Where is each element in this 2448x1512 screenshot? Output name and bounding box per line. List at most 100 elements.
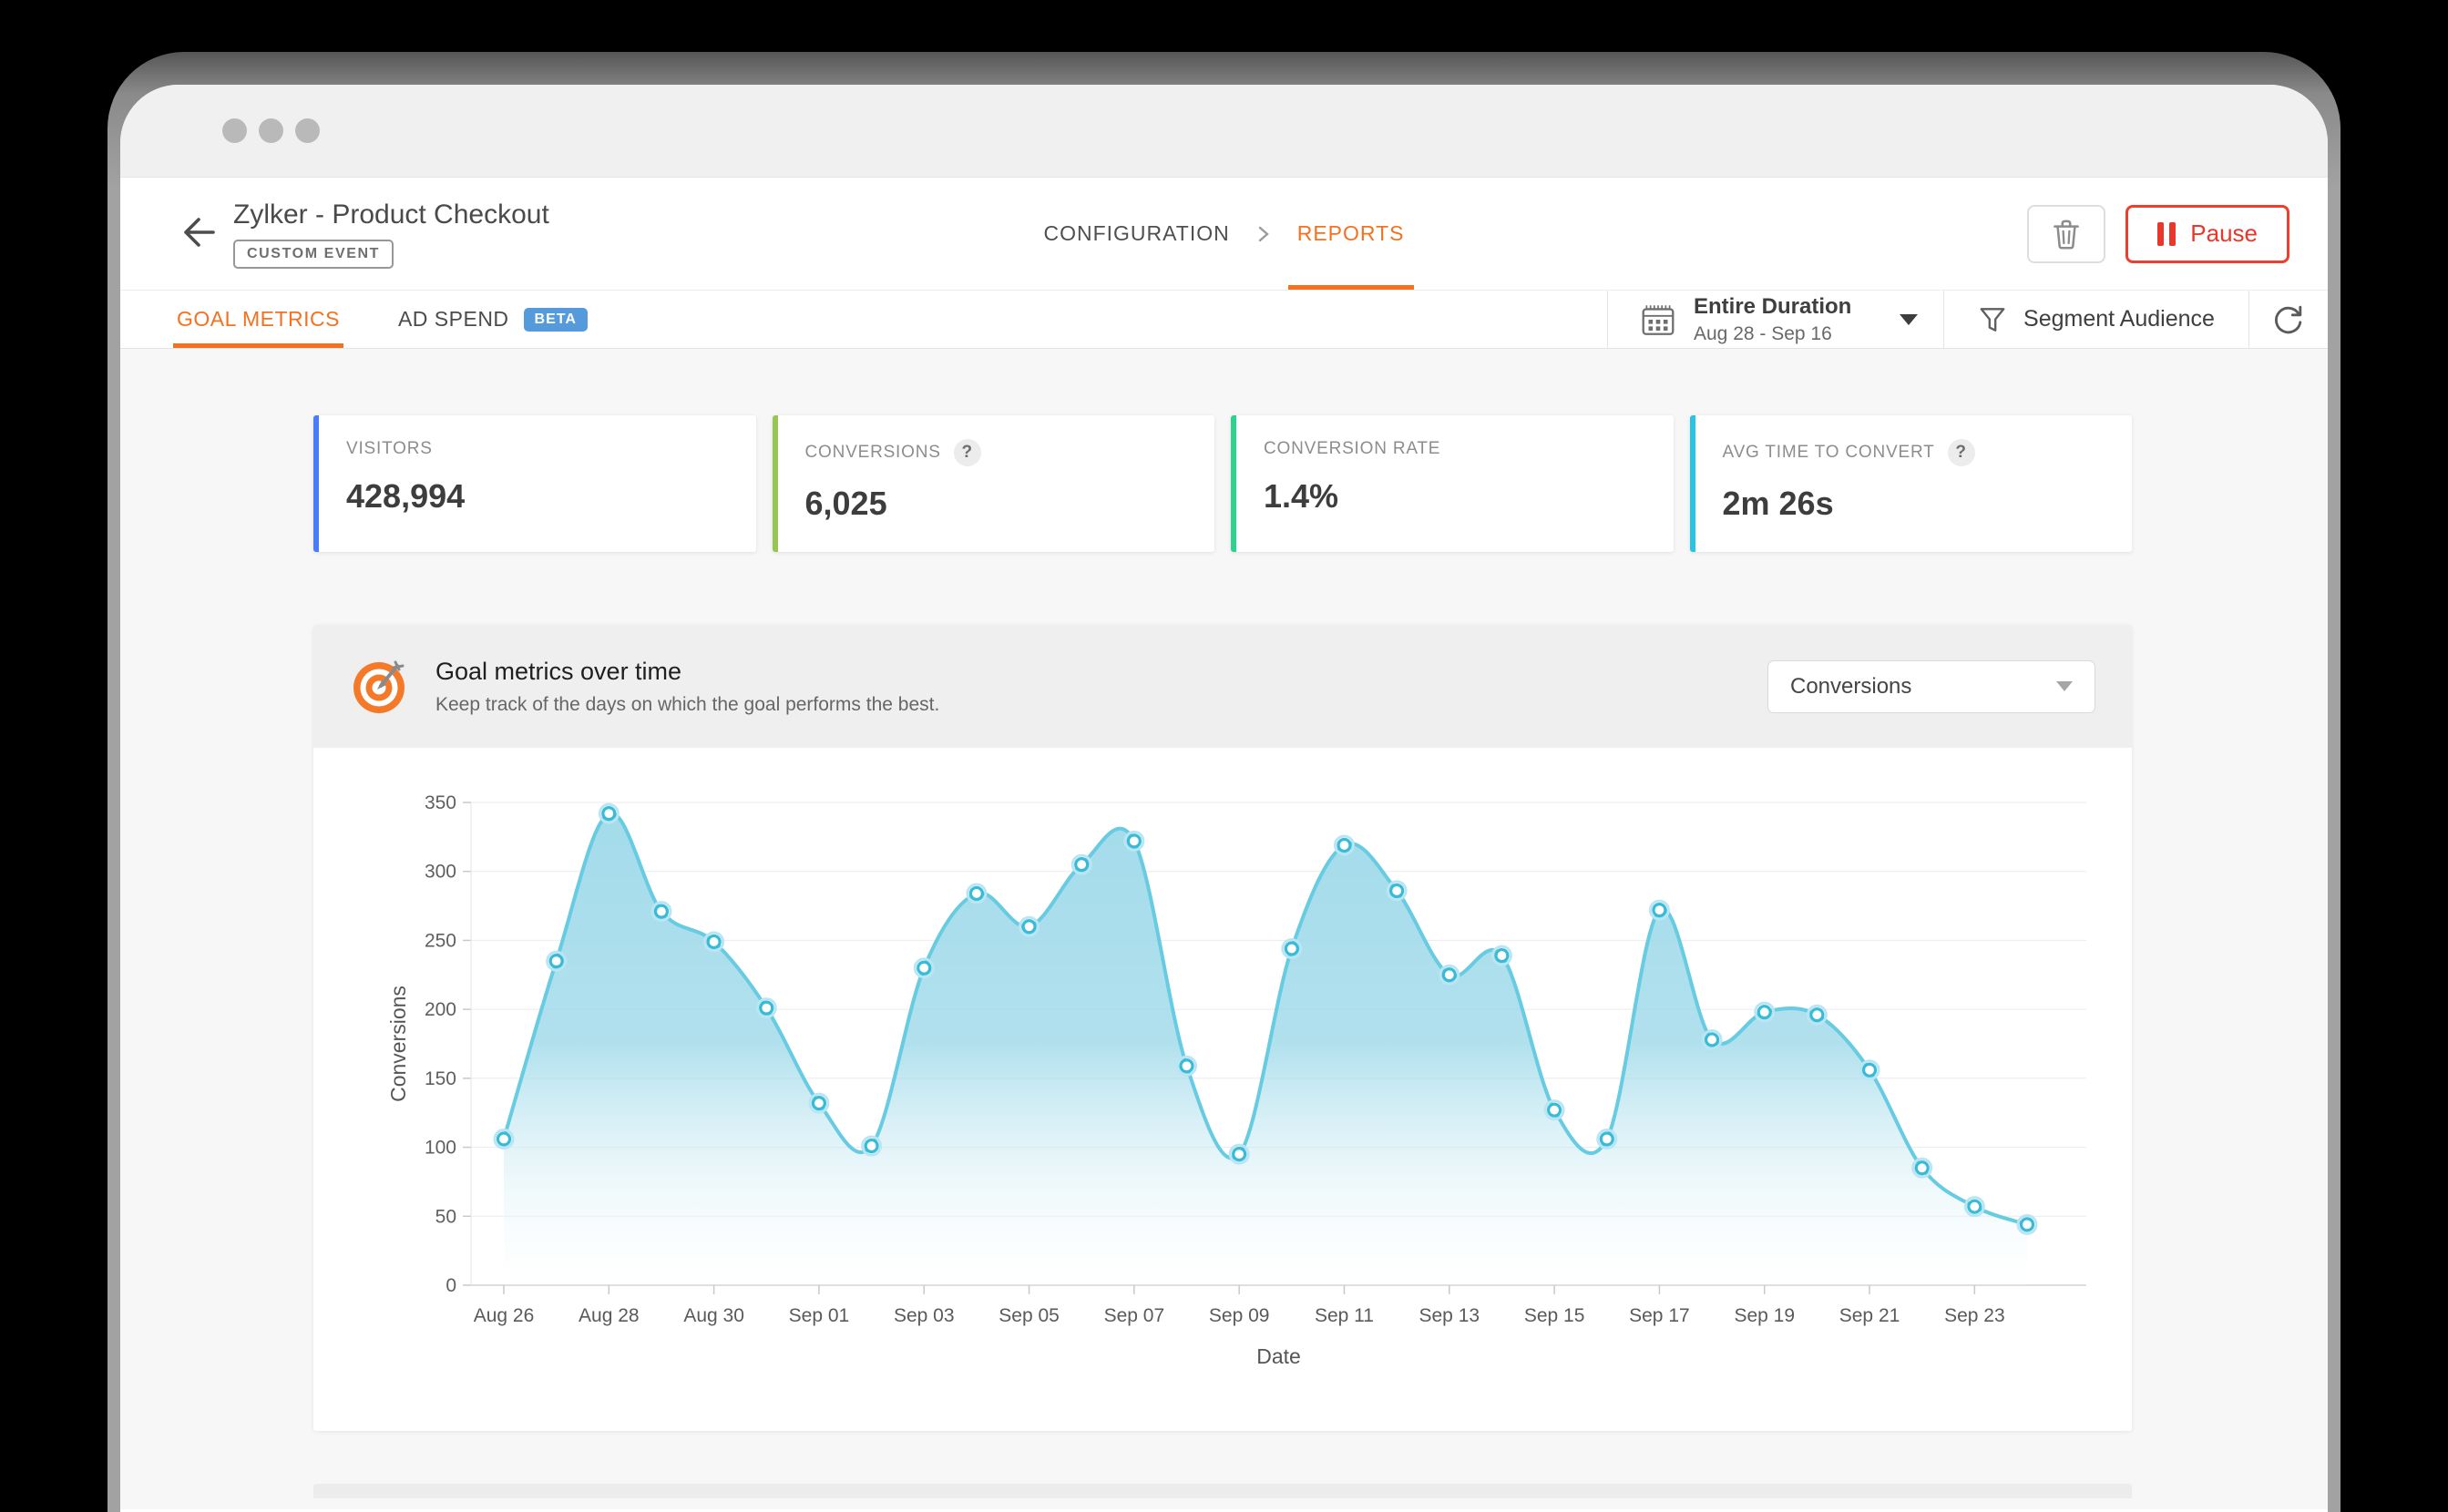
date-range-value: Aug 28 - Sep 16 bbox=[1694, 322, 1832, 344]
refresh-icon bbox=[2275, 305, 2302, 333]
custom-event-badge: CUSTOM EVENT bbox=[233, 239, 394, 269]
segment-audience-label: Segment Audience bbox=[2023, 306, 2215, 332]
metric-card-conversion-rate: CONVERSION RATE 1.4% bbox=[1231, 415, 1674, 552]
goal-metrics-title: Goal metrics over time bbox=[435, 657, 682, 685]
metric-value: 2m 26s bbox=[1722, 485, 1834, 522]
device-frame: Zylker - Product Checkout CUSTOM EVENT C… bbox=[108, 52, 2340, 1512]
metric-card-conversions: CONVERSIONS ? 6,025 bbox=[772, 415, 1214, 552]
tab-goal-metrics-label: GOAL METRICS bbox=[177, 307, 340, 331]
goal-metrics-text: Goal metrics over time Keep track of the… bbox=[435, 658, 939, 716]
calendar-icon bbox=[1642, 304, 1675, 335]
svg-text:Conversions: Conversions bbox=[386, 986, 410, 1102]
svg-text:50: 50 bbox=[435, 1206, 456, 1227]
page-title: Zylker - Product Checkout bbox=[233, 199, 549, 230]
tab-goal-metrics[interactable]: GOAL METRICS bbox=[173, 291, 343, 348]
tab-ad-spend[interactable]: AD SPEND BETA bbox=[394, 291, 591, 348]
pause-button-label: Pause bbox=[2190, 220, 2258, 247]
header-actions: Pause bbox=[2027, 204, 2289, 263]
help-icon[interactable]: ? bbox=[953, 439, 981, 466]
svg-text:300: 300 bbox=[425, 862, 456, 883]
svg-text:150: 150 bbox=[425, 1068, 456, 1089]
goal-metrics-subtitle: Keep track of the days on which the goal… bbox=[435, 693, 940, 715]
back-arrow-icon bbox=[184, 217, 215, 247]
svg-text:Aug 28: Aug 28 bbox=[579, 1305, 640, 1326]
svg-text:Sep 01: Sep 01 bbox=[789, 1305, 850, 1326]
metric-label: AVG TIME TO CONVERT bbox=[1722, 443, 1935, 462]
metric-value: 428,994 bbox=[346, 477, 466, 515]
date-range-selector[interactable]: Entire Duration Aug 28 - Sep 16 bbox=[1607, 291, 1943, 348]
svg-text:Sep 03: Sep 03 bbox=[894, 1305, 955, 1326]
header-left: Zylker - Product Checkout CUSTOM EVENT bbox=[177, 199, 549, 269]
beta-badge: BETA bbox=[523, 307, 588, 332]
svg-text:100: 100 bbox=[425, 1138, 456, 1159]
metric-label: CONVERSION RATE bbox=[1264, 439, 1441, 458]
date-range-title: Entire Duration bbox=[1694, 293, 1852, 319]
delete-button[interactable] bbox=[2027, 204, 2106, 263]
series-area bbox=[504, 812, 2027, 1285]
caret-down-icon bbox=[1900, 313, 1918, 325]
window-titlebar bbox=[120, 85, 2328, 178]
breadcrumb: CONFIGURATION REPORTS bbox=[1043, 178, 1414, 290]
breadcrumb-configuration[interactable]: CONFIGURATION bbox=[1043, 221, 1230, 245]
segment-audience-button[interactable]: Segment Audience bbox=[1943, 291, 2248, 348]
caret-down-icon bbox=[2056, 681, 2073, 691]
goal-metrics-panel-header: Goal metrics over time Keep track of the… bbox=[313, 625, 2132, 748]
svg-text:Sep 09: Sep 09 bbox=[1209, 1305, 1270, 1326]
goal-metrics-panel: Goal metrics over time Keep track of the… bbox=[313, 625, 2132, 1431]
target-icon bbox=[353, 660, 405, 713]
trash-icon bbox=[2054, 220, 2080, 249]
back-button[interactable] bbox=[177, 212, 217, 255]
svg-text:Sep 13: Sep 13 bbox=[1419, 1305, 1480, 1326]
metric-card-avg-time-to-convert: AVG TIME TO CONVERT ? 2m 26s bbox=[1689, 415, 2132, 552]
chart-card: 0 50 100 150 200 250 300 350 Conversions Aug 26 Au… bbox=[313, 748, 2132, 1431]
metric-select-dropdown[interactable]: Conversions bbox=[1767, 659, 2095, 713]
browser-window: Zylker - Product Checkout CUSTOM EVENT C… bbox=[120, 85, 2328, 1512]
pause-button[interactable]: Pause bbox=[2125, 204, 2289, 263]
svg-text:0: 0 bbox=[446, 1275, 456, 1296]
svg-text:Sep 15: Sep 15 bbox=[1524, 1305, 1585, 1326]
metric-label: VISITORS bbox=[346, 439, 433, 458]
x-axis: Aug 26 Aug 28 Aug 30 Sep 01 Sep 03 Sep 05 Sep … bbox=[474, 1285, 2005, 1368]
svg-text:Sep 07: Sep 07 bbox=[1104, 1305, 1165, 1326]
metric-label: CONVERSIONS bbox=[804, 443, 941, 462]
pause-icon bbox=[2157, 221, 2177, 246]
window-control-dot bbox=[222, 118, 247, 143]
breadcrumb-reports-label: REPORTS bbox=[1296, 221, 1405, 245]
metric-value: 1.4% bbox=[1264, 477, 1339, 515]
series-markers bbox=[493, 802, 2038, 1235]
report-content: VISITORS 428,994 CONVERSIONS ? 6,025 C bbox=[120, 349, 2328, 1509]
refresh-button[interactable] bbox=[2248, 291, 2328, 348]
svg-text:250: 250 bbox=[425, 930, 456, 951]
svg-text:200: 200 bbox=[425, 999, 456, 1020]
report-tabs: GOAL METRICS AD SPEND BETA bbox=[173, 291, 591, 348]
metric-card-visitors: VISITORS 428,994 bbox=[313, 415, 756, 552]
date-range-text: Entire Duration Aug 28 - Sep 16 bbox=[1694, 294, 1851, 345]
app-header: Zylker - Product Checkout CUSTOM EVENT C… bbox=[120, 178, 2328, 291]
title-block: Zylker - Product Checkout CUSTOM EVENT bbox=[233, 199, 549, 269]
svg-text:Aug 26: Aug 26 bbox=[474, 1305, 535, 1326]
conversions-area-chart: 0 50 100 150 200 250 300 350 Conversions Aug 26 Au… bbox=[313, 748, 2132, 1431]
metric-cards-row: VISITORS 428,994 CONVERSIONS ? 6,025 C bbox=[313, 415, 2132, 552]
breadcrumb-reports[interactable]: REPORTS bbox=[1287, 178, 1414, 290]
help-icon[interactable]: ? bbox=[1947, 439, 1975, 466]
svg-text:Date: Date bbox=[1256, 1344, 1301, 1368]
svg-text:Sep 23: Sep 23 bbox=[1944, 1305, 2005, 1326]
metric-value: 6,025 bbox=[804, 485, 887, 522]
report-toolbar: Entire Duration Aug 28 - Sep 16 Segment … bbox=[1607, 291, 2328, 348]
tab-row: GOAL METRICS AD SPEND BETA bbox=[120, 291, 2328, 349]
window-control-dot bbox=[259, 118, 283, 143]
chevron-right-icon bbox=[1258, 226, 1269, 241]
svg-text:Sep 11: Sep 11 bbox=[1315, 1305, 1374, 1326]
svg-text:Sep 21: Sep 21 bbox=[1839, 1305, 1900, 1326]
metric-select-value: Conversions bbox=[1790, 673, 1912, 699]
svg-text:350: 350 bbox=[425, 792, 456, 813]
svg-text:Sep 17: Sep 17 bbox=[1629, 1305, 1690, 1326]
svg-text:Sep 19: Sep 19 bbox=[1734, 1305, 1795, 1326]
filter-icon bbox=[1980, 307, 2005, 332]
svg-text:Sep 05: Sep 05 bbox=[999, 1305, 1060, 1326]
next-section-edge bbox=[313, 1484, 2132, 1498]
window-control-dot bbox=[295, 118, 320, 143]
svg-text:Aug 30: Aug 30 bbox=[683, 1305, 744, 1326]
tab-ad-spend-label: AD SPEND bbox=[397, 307, 509, 331]
